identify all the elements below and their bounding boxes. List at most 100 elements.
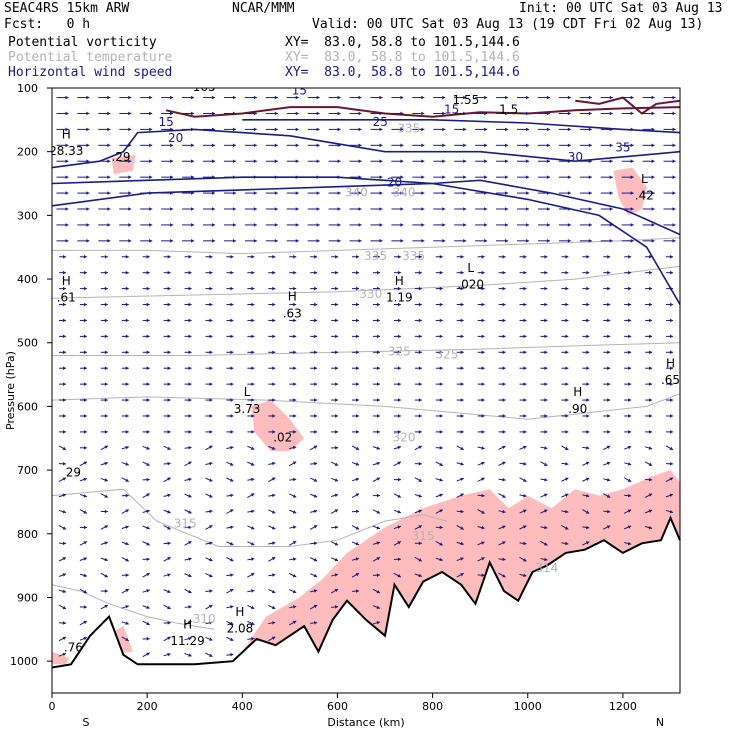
wind-vector [310,302,318,307]
wind-vector [142,254,150,259]
wind-vector [477,318,485,323]
theta-label: 310 [193,612,216,626]
wind-vector [121,398,129,402]
wind-vector [393,302,401,307]
wind-vector [205,302,213,307]
wind-vector [370,239,383,243]
wind-vector [645,334,653,339]
wind-vector [498,430,506,434]
wind-vector [223,239,236,243]
wind-vector [393,557,401,562]
wind-vector [603,334,611,339]
wind-vector [477,302,485,307]
wind-vector [328,207,341,211]
wind-vector [414,493,422,498]
wind-vector [435,366,443,371]
wind-vector [352,509,360,514]
wind-vector [519,270,527,275]
wind-vector [433,239,446,243]
wind-vector [265,175,278,179]
wind-vector [456,286,464,291]
wind-vector [121,350,129,355]
wind-vector [289,366,297,371]
wind-vector [142,398,150,402]
wind-vector [182,159,195,164]
wind-vector [226,461,234,466]
wind-vector [621,143,634,148]
wind-vector [349,223,362,227]
hl-value: .65 [661,373,680,387]
wind-vector [98,239,111,243]
wind-vector [579,239,592,243]
wind-vector [372,350,380,355]
wind-vector [309,557,318,562]
wind-vector [351,541,360,546]
wind-vector [205,509,213,514]
hl-value: 2.08 [227,622,254,636]
wind-vector [247,445,255,450]
wind-vector [288,461,297,467]
wind-vector [519,286,527,291]
wind-vector [58,477,67,482]
wind-vector [603,318,611,323]
wind-vector [247,270,255,275]
wind-speed-contour [242,119,680,134]
y-tick-label: 400 [17,273,38,286]
wind-vector [56,207,69,211]
wind-vector [561,524,569,530]
wind-vector [331,318,339,323]
wind-vector [644,461,653,467]
wind-vector [393,286,401,291]
wind-vector [582,446,590,450]
wind-vector [184,334,192,339]
wind-vector [226,445,234,450]
wind-vector [579,143,592,148]
wind-vector [519,556,527,562]
wind-vector [58,350,66,355]
wind-vector [433,207,446,211]
wind-vector [268,286,276,291]
wind-vector [433,111,446,116]
wind-vector [77,191,90,195]
wind-vector [603,478,611,482]
wind-vector [268,414,276,418]
wind-vector [663,175,676,179]
wind-vector [582,318,590,323]
wind-vector [540,493,548,498]
wind-vector [496,143,509,148]
wind-vector [100,557,108,562]
wind-vector [603,350,611,355]
wind-vector [351,557,360,561]
wind-vector [477,430,485,434]
wind-vector [203,127,215,132]
wind-vector [391,143,404,148]
wind-vector [142,572,150,578]
wind-vector [79,573,88,578]
wind-vector [79,509,88,514]
wind-vector [265,239,278,243]
wind-vector [79,430,87,434]
wind-vector [519,525,527,530]
wind-vector [623,477,632,483]
wind-vector [475,223,488,227]
wind-vector [414,461,422,466]
wind-vector [121,286,129,291]
wind-vector [372,382,380,386]
wind-vector [142,382,150,386]
wind-vector [286,95,299,100]
wind-vector [184,318,192,323]
wind-vector [244,175,257,179]
wind-vector [330,573,339,577]
wind-vector [498,541,506,546]
wind-vector [372,366,380,371]
wind-vector [498,572,506,578]
wind-vector [433,143,446,148]
wind-vector [184,573,192,578]
wind-vector [121,541,129,546]
y-tick-label: 1000 [10,655,38,668]
wind-vector [163,493,171,498]
wind-vector [517,207,529,211]
wind-vector [621,175,634,179]
wind-vector [161,127,174,132]
wind-vector [58,254,66,259]
